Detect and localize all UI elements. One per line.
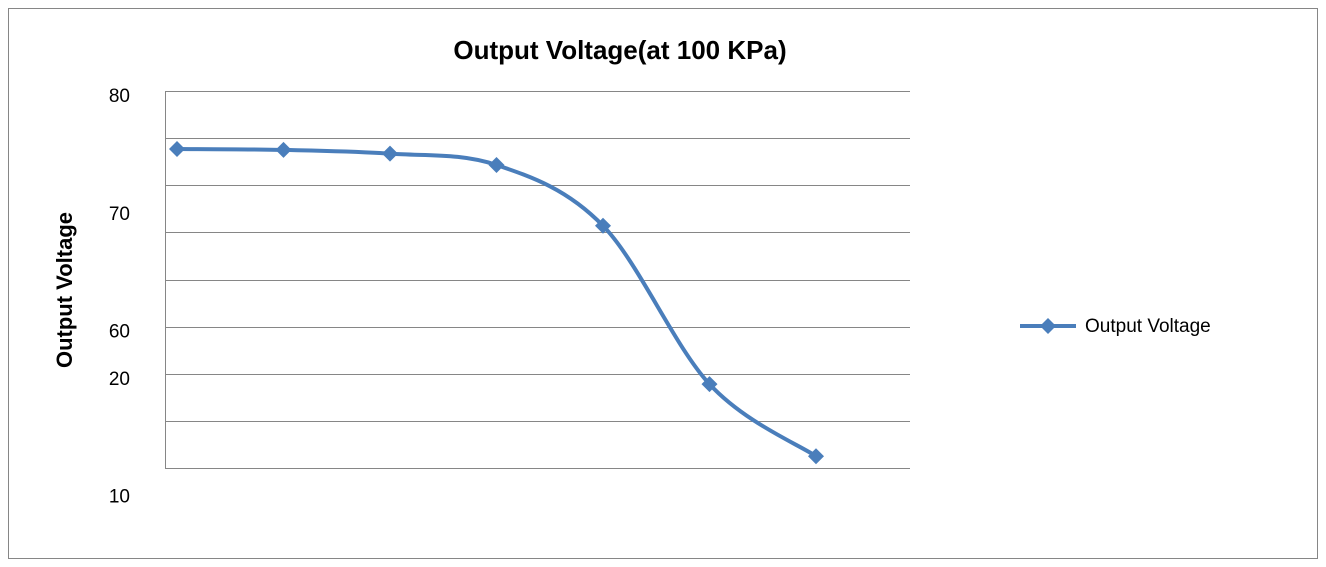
- y-tick-label: 80: [109, 86, 130, 107]
- y-axis-label: Output Voltage: [52, 212, 77, 368]
- chart-title: Output Voltage(at 100 KPa): [453, 35, 786, 65]
- marker: [701, 376, 718, 393]
- marker: [808, 448, 824, 465]
- marker: [275, 141, 292, 158]
- y-tick-label: 70: [109, 204, 130, 225]
- y-tick-label: 60: [109, 322, 130, 343]
- y-tick-label: 10: [109, 487, 130, 508]
- marker: [382, 145, 398, 162]
- marker: [488, 156, 505, 173]
- legend-marker: [1040, 318, 1056, 334]
- marker: [595, 217, 611, 234]
- chart-border: [8, 8, 1318, 559]
- y-tick-label: 20: [109, 369, 130, 390]
- marker: [169, 140, 185, 157]
- legend-label: Output Voltage: [1085, 316, 1211, 337]
